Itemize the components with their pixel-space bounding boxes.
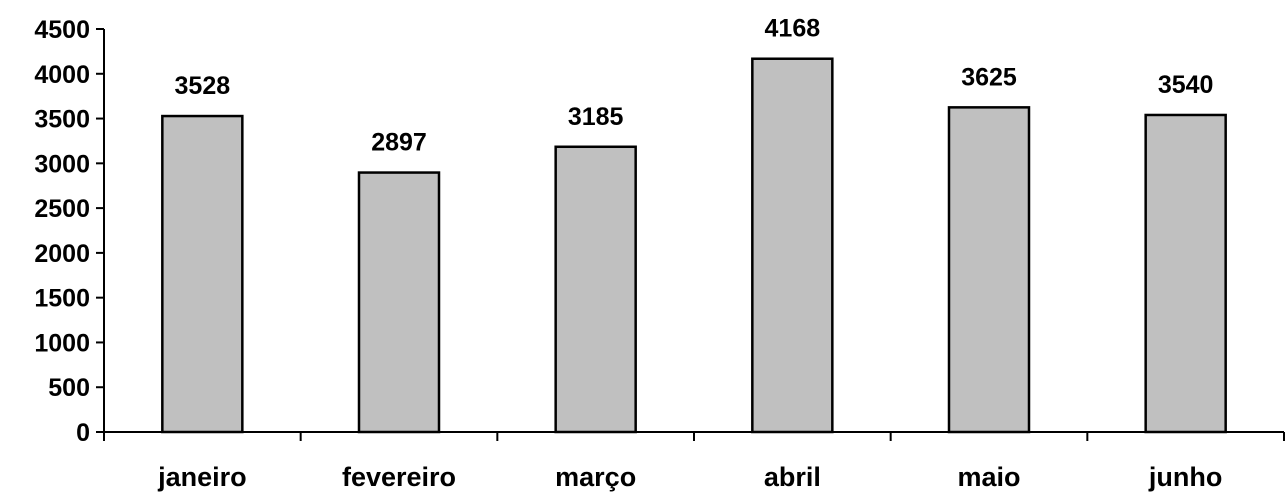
bar-fevereiro [357, 171, 441, 434]
x-axis-tick-labels: janeiro fevereiro março abril maio junho [157, 462, 1222, 492]
y-axis-ticks [96, 28, 104, 433]
bar-junho [1144, 113, 1227, 434]
data-labels: 3528 2897 3185 4168 3625 3540 [175, 15, 1214, 157]
bar-maio [947, 106, 1031, 434]
y-axis-tick-labels: 0 500 1000 1500 2000 2500 3000 3500 4000 4500 [34, 16, 90, 447]
data-label: 2897 [371, 129, 427, 157]
y-tick-label: 1500 [34, 285, 90, 313]
y-tick-label: 2000 [34, 240, 90, 268]
x-tick-label: janeiro [157, 462, 247, 492]
x-tick-label: março [555, 462, 636, 492]
x-axis-ticks [103, 432, 1285, 441]
data-label: 3540 [1158, 71, 1214, 99]
y-tick-label: 1000 [34, 329, 90, 357]
y-tick-label: 3500 [34, 106, 90, 134]
y-tick-label: 3000 [34, 150, 90, 178]
data-label: 3625 [961, 63, 1017, 91]
data-label: 4168 [765, 15, 821, 43]
x-tick-label: maio [957, 462, 1020, 492]
bar-março [554, 145, 637, 434]
bar-janeiro [161, 114, 244, 434]
x-tick-label: junho [1148, 462, 1222, 492]
y-tick-label: 500 [48, 374, 90, 402]
y-tick-label: 4000 [34, 61, 90, 89]
bars [161, 57, 1227, 434]
x-tick-label: abril [764, 462, 821, 492]
bar-abril [751, 57, 834, 434]
x-tick-label: fevereiro [342, 462, 456, 492]
data-label: 3528 [175, 72, 231, 100]
y-tick-label: 0 [76, 419, 90, 447]
y-tick-label: 2500 [34, 195, 90, 223]
y-tick-label: 4500 [34, 16, 90, 44]
data-label: 3185 [568, 103, 624, 131]
